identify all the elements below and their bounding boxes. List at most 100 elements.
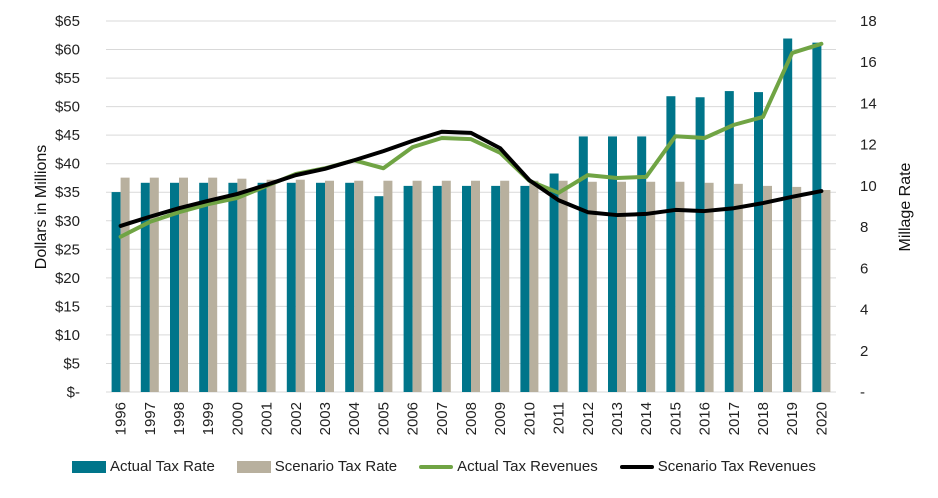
legend-swatch-scenario-tax-rate (236, 460, 271, 473)
bar-scenario-tax-rate (733, 183, 743, 392)
right-axis-title: Millage Rate (897, 162, 914, 251)
bar-scenario-tax-rate (120, 177, 130, 392)
x-axis-ticks: 1996 1997 1998 1999 2000 2001 2002 2003 2004 2005… (113, 402, 831, 435)
x-axis-tick-label: 2009 (492, 402, 509, 435)
bar-actual-tax-rate (111, 192, 121, 392)
bar-scenario-tax-rate (208, 177, 218, 392)
left-axis-tick-label: $35 (55, 184, 80, 201)
left-axis-tick-label: $65 (55, 13, 80, 30)
lines (118, 41, 824, 239)
left-axis-tick-label: $15 (55, 298, 80, 315)
bar-scenario-tax-rate (675, 181, 685, 392)
bar-scenario-tax-rate (821, 190, 831, 392)
bar-scenario-tax-rate (792, 186, 802, 392)
right-axis-tick-label: 14 (860, 95, 877, 112)
x-axis-tick-label: 2008 (463, 402, 480, 435)
legend-item-actual-tax-revenues: Actual Tax Revenues (419, 458, 598, 475)
x-axis-tick-label: 1997 (142, 402, 159, 435)
bar-scenario-tax-rate (179, 177, 188, 392)
bar-actual-tax-rate (403, 185, 413, 392)
left-axis-tick-label: $20 (55, 270, 80, 287)
x-axis-tick-label: 2018 (755, 402, 772, 435)
bar-scenario-tax-rate (763, 185, 772, 392)
x-axis-tick-label: 2000 (229, 402, 246, 435)
line-actual-tax-revenues (118, 41, 824, 239)
bar-actual-tax-rate (812, 42, 822, 393)
x-axis-tick-label: 2016 (697, 402, 714, 435)
bar-scenario-tax-rate (295, 179, 305, 392)
right-axis-tick-label: 8 (860, 219, 868, 236)
bar-actual-tax-rate (345, 182, 355, 392)
bar-actual-tax-rate (520, 185, 530, 392)
legend-item-scenario-tax-rate: Scenario Tax Rate (236, 458, 398, 475)
bar-actual-tax-rate (608, 136, 617, 392)
x-axis-tick-label: 2011 (551, 402, 568, 434)
line-scenario-tax-revenues (118, 129, 824, 228)
right-axis-tick-label: 2 (860, 343, 868, 360)
bar-actual-tax-rate (783, 38, 793, 393)
bar-actual-tax-rate (140, 182, 150, 392)
left-axis-tick-label: $60 (55, 42, 80, 59)
right-axis-tick-label: - (860, 384, 865, 401)
left-axis-tick-label: $25 (55, 241, 80, 258)
bar-scenario-tax-rate (529, 180, 539, 392)
bar-scenario-tax-rate (471, 180, 480, 392)
legend-label: Scenario Tax Revenues (657, 458, 816, 475)
right-axis-tick-label: 18 (860, 13, 877, 30)
bar-actual-tax-rate (257, 182, 267, 392)
bar-scenario-tax-rate (558, 180, 568, 392)
x-axis-tick-label: 2007 (434, 402, 451, 435)
x-axis-tick-label: 2014 (638, 402, 655, 435)
x-axis-tick-label: 2010 (521, 402, 538, 435)
bar-scenario-tax-rate (412, 180, 422, 392)
left-axis-tick-label: $45 (55, 127, 80, 144)
x-axis-tick-label: 2015 (667, 402, 684, 435)
bar-actual-tax-rate (199, 182, 209, 392)
x-axis-tick-label: 2013 (609, 402, 626, 435)
bar-scenario-tax-rate (354, 180, 364, 392)
bar-scenario-tax-rate (704, 182, 714, 392)
bar-scenario-tax-rate (266, 179, 276, 392)
left-axis-tick-label: $10 (55, 327, 80, 344)
bar-scenario-tax-rate (646, 181, 656, 392)
bar-actual-tax-rate (316, 182, 325, 392)
x-axis-tick-label: 2003 (317, 402, 334, 435)
x-axis-tick-label: 2017 (726, 402, 743, 435)
left-axis-tick-label: $55 (55, 70, 80, 87)
x-axis-tick-label: 2005 (375, 402, 392, 435)
x-axis-tick-label: 2002 (288, 402, 305, 435)
legend-swatch-scenario-tax-revenues (619, 464, 654, 469)
bar-actual-tax-rate (754, 92, 763, 392)
left-axis-title: Dollars in Millions (33, 145, 50, 269)
bar-actual-tax-rate (724, 91, 734, 393)
bar-scenario-tax-rate (383, 180, 393, 392)
bar-scenario-tax-rate (149, 177, 159, 392)
bar-actual-tax-rate (170, 182, 179, 392)
right-axis-tick-label: 6 (860, 260, 868, 277)
bar-actual-tax-rate (228, 182, 238, 392)
legend-item-scenario-tax-revenues: Scenario Tax Revenues (619, 458, 816, 475)
left-axis-ticks: $- $5 $10 $15 $20 $25 $30 $35 $40 $45 $50 $55 $60 $65 (55, 13, 80, 401)
bar-actual-tax-rate (578, 136, 588, 392)
legend-label: Actual Tax Revenues (457, 458, 598, 475)
bar-scenario-tax-rate (441, 180, 451, 392)
left-axis-tick-label: $30 (55, 213, 80, 230)
bar-actual-tax-rate (462, 185, 471, 392)
legend-label: Scenario Tax Rate (274, 458, 398, 475)
legend-swatch-actual-tax-revenues (419, 464, 454, 469)
bar-actual-tax-rate (374, 196, 384, 392)
legend: Actual Tax Rate Scenario Tax Rate Actual… (72, 458, 838, 475)
right-axis-ticks: - 2 4 6 8 10 12 14 16 18 (860, 13, 877, 401)
x-axis-tick-label: 2004 (346, 402, 363, 435)
bar-scenario-tax-rate (500, 180, 510, 392)
bar-actual-tax-rate (432, 185, 442, 392)
bar-scenario-tax-rate (617, 181, 626, 392)
left-axis-tick-label: $5 (63, 355, 80, 372)
bar-actual-tax-rate (549, 173, 559, 392)
right-axis-tick-label: 4 (860, 302, 868, 319)
bar-scenario-tax-rate (237, 178, 247, 392)
left-axis-tick-label: $40 (55, 156, 80, 173)
bar-actual-tax-rate (286, 182, 296, 392)
right-axis-tick-label: 16 (860, 54, 877, 71)
